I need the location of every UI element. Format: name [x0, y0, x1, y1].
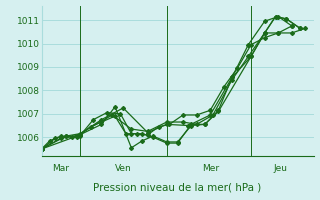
- Text: Jeu: Jeu: [274, 164, 288, 173]
- Text: Ven: Ven: [115, 164, 132, 173]
- Text: Pression niveau de la mer( hPa ): Pression niveau de la mer( hPa ): [93, 183, 262, 193]
- Text: Mer: Mer: [202, 164, 219, 173]
- Text: Mar: Mar: [52, 164, 69, 173]
